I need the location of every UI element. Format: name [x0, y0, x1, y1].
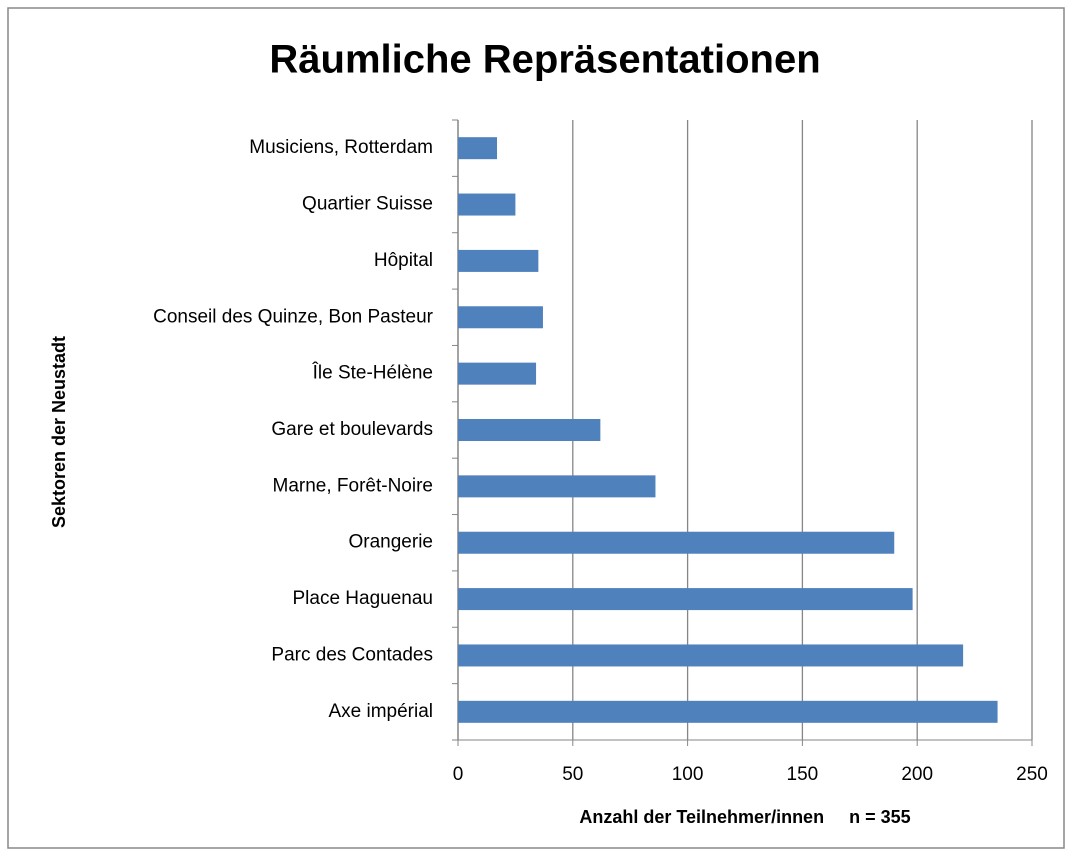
- bar: [458, 419, 601, 441]
- bar: [458, 137, 498, 160]
- x-tick-label: 100: [672, 764, 704, 785]
- bar: [458, 644, 964, 667]
- bar: [458, 588, 913, 611]
- x-tick-label: 50: [562, 764, 583, 785]
- x-tick-label: 150: [787, 764, 819, 785]
- bar: [458, 362, 537, 385]
- y-tick-label: Musiciens, Rotterdam: [249, 137, 433, 158]
- y-tick-label: Orangerie: [349, 532, 434, 553]
- x-tick-label: 200: [901, 764, 933, 785]
- bar: [458, 475, 656, 498]
- x-axis-title: Anzahl der Teilnehmer/innen n = 355: [579, 807, 910, 827]
- bar: [458, 306, 543, 329]
- y-tick-label: Place Haguenau: [293, 588, 434, 609]
- y-tick-label: Gare et boulevards: [271, 419, 433, 440]
- bar: [458, 249, 539, 272]
- y-tick-label: Hôpital: [374, 250, 433, 271]
- y-tick-label: Île Ste-Hélène: [312, 362, 433, 384]
- y-tick-label: Marne, Forêt-Noire: [273, 475, 434, 496]
- bar: [458, 700, 998, 723]
- y-tick-label: Parc des Contades: [271, 644, 433, 665]
- chart-title: Räumliche Repräsentationen: [269, 38, 820, 82]
- x-tick-label: 250: [1016, 764, 1048, 785]
- y-tick-label: Axe impérial: [328, 701, 433, 722]
- y-tick-label: Conseil des Quinze, Bon Pasteur: [153, 306, 434, 327]
- bar: [458, 531, 895, 554]
- y-tick-label: Quartier Suisse: [302, 194, 433, 215]
- y-axis-title: Sektoren der Neustadt: [49, 336, 69, 528]
- x-tick-label: 0: [453, 764, 464, 785]
- bar: [458, 193, 516, 216]
